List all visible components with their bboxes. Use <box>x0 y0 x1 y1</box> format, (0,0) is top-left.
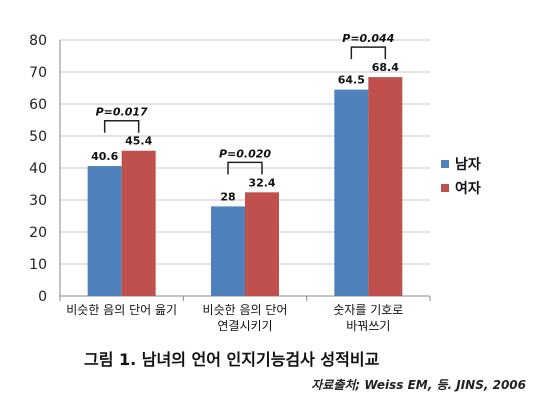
category-label: 바꿔쓰기 <box>346 319 390 333</box>
data-label: 45.4 <box>125 135 152 148</box>
legend-swatch <box>441 160 449 168</box>
y-tick-label: 50 <box>29 129 47 145</box>
data-label: 64.5 <box>338 74 365 87</box>
data-label: 40.6 <box>91 150 118 163</box>
p-value-annotation: P=0.017 <box>96 106 148 119</box>
legend-swatch <box>441 184 449 192</box>
significance-bracket <box>350 46 387 60</box>
y-tick-label: 40 <box>29 161 47 177</box>
significance-bracket <box>227 161 263 175</box>
data-label: 28 <box>220 190 235 203</box>
source-citation: 자료출처; Weiss EM, 등. JINS, 2006 <box>311 378 526 392</box>
bar-chart: 0 10 20 30 40 50 60 70 80 40.6 28 64.5 45.4 32.4 68.4 비… <box>29 32 481 333</box>
category-label: 비슷한 음의 단어 <box>203 303 288 317</box>
category-label: 비슷한 음의 단어 읊기 <box>66 303 177 317</box>
data-label: 68.4 <box>372 61 399 74</box>
y-tick-label: 20 <box>29 225 47 241</box>
data-label: 32.4 <box>248 176 275 189</box>
bar <box>87 166 122 296</box>
bar <box>334 89 369 296</box>
legend-label: 남자 <box>455 156 481 173</box>
p-value-annotation: P=0.044 <box>342 32 394 45</box>
category-label: 숫자를 기호로 <box>333 303 403 317</box>
y-tick-label: 0 <box>38 289 47 305</box>
figure-caption: 그림 1. 남녀의 언어 인지기능검사 성적비교 <box>84 350 380 369</box>
significance-bracket <box>103 119 140 133</box>
y-tick-label: 80 <box>29 33 47 49</box>
y-tick-label: 70 <box>29 65 47 81</box>
y-tick-label: 10 <box>29 257 47 273</box>
y-tick-label: 30 <box>29 193 47 209</box>
legend-label: 여자 <box>455 180 481 197</box>
category-label: 연결시키기 <box>217 319 272 333</box>
bar <box>368 77 403 297</box>
bar <box>245 192 279 296</box>
y-tick-label: 60 <box>29 97 47 113</box>
bar <box>211 206 245 296</box>
bar <box>121 150 156 296</box>
p-value-annotation: P=0.020 <box>219 147 271 160</box>
